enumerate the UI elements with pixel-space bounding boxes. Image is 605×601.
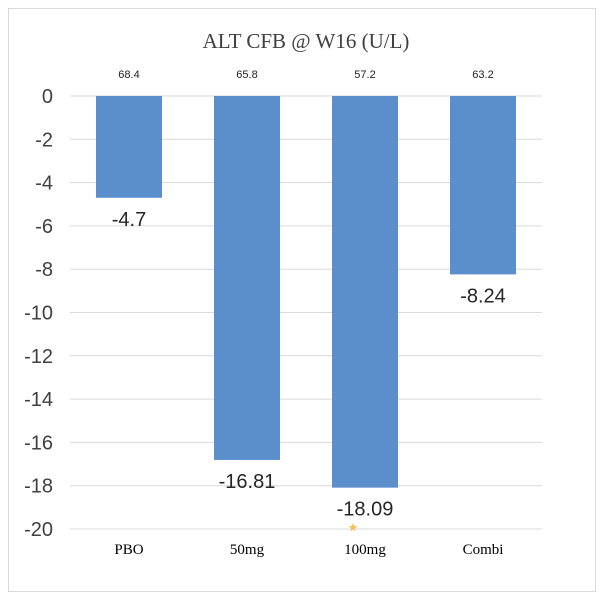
top-label: 57.2 [354, 69, 375, 81]
data-label: -18.09 [337, 499, 394, 521]
x-tick-label: 100mg [344, 542, 386, 558]
y-tick-label: -8 [35, 259, 53, 281]
top-label: 68.4 [118, 69, 139, 81]
y-tick-label: -20 [24, 519, 53, 541]
y-tick-label: -12 [24, 346, 53, 368]
x-axis-ticks: PBO 50mg 100mg Combi [114, 542, 503, 558]
y-tick-label: -18 [24, 476, 53, 498]
y-tick-label: -16 [24, 432, 53, 454]
significance-star-icon: ★ [348, 521, 359, 535]
x-tick-label: 50mg [230, 542, 265, 558]
top-label: 63.2 [472, 69, 493, 81]
data-label: -8.24 [460, 285, 506, 307]
data-label: -16.81 [219, 471, 276, 493]
bar-pbo [96, 96, 162, 198]
bar-100mg [332, 96, 398, 488]
annotations: ★ [348, 521, 359, 535]
y-tick-label: -4 [35, 173, 53, 195]
data-label: -4.7 [112, 209, 146, 231]
x-tick-label: PBO [114, 542, 143, 558]
y-tick-label: -10 [24, 303, 53, 325]
bars [96, 96, 516, 488]
y-tick-label: 0 [42, 86, 53, 108]
value-labels: -4.7 -16.81 -18.09 -8.24 [112, 209, 506, 521]
top-label: 65.8 [236, 69, 257, 81]
x-tick-label: Combi [463, 542, 504, 558]
y-tick-label: -2 [35, 129, 53, 151]
chart-title: ALT CFB @ W16 (U/L) [203, 29, 410, 53]
bar-combi [450, 96, 516, 275]
y-tick-label: -6 [35, 216, 53, 238]
top-labels: 68.4 65.8 57.2 63.2 [118, 69, 493, 81]
bar-50mg [214, 96, 280, 460]
y-tick-label: -14 [24, 389, 53, 411]
y-axis-ticks: 0 -2 -4 -6 -8 -10 -12 -14 -16 -18 -20 [24, 86, 53, 541]
